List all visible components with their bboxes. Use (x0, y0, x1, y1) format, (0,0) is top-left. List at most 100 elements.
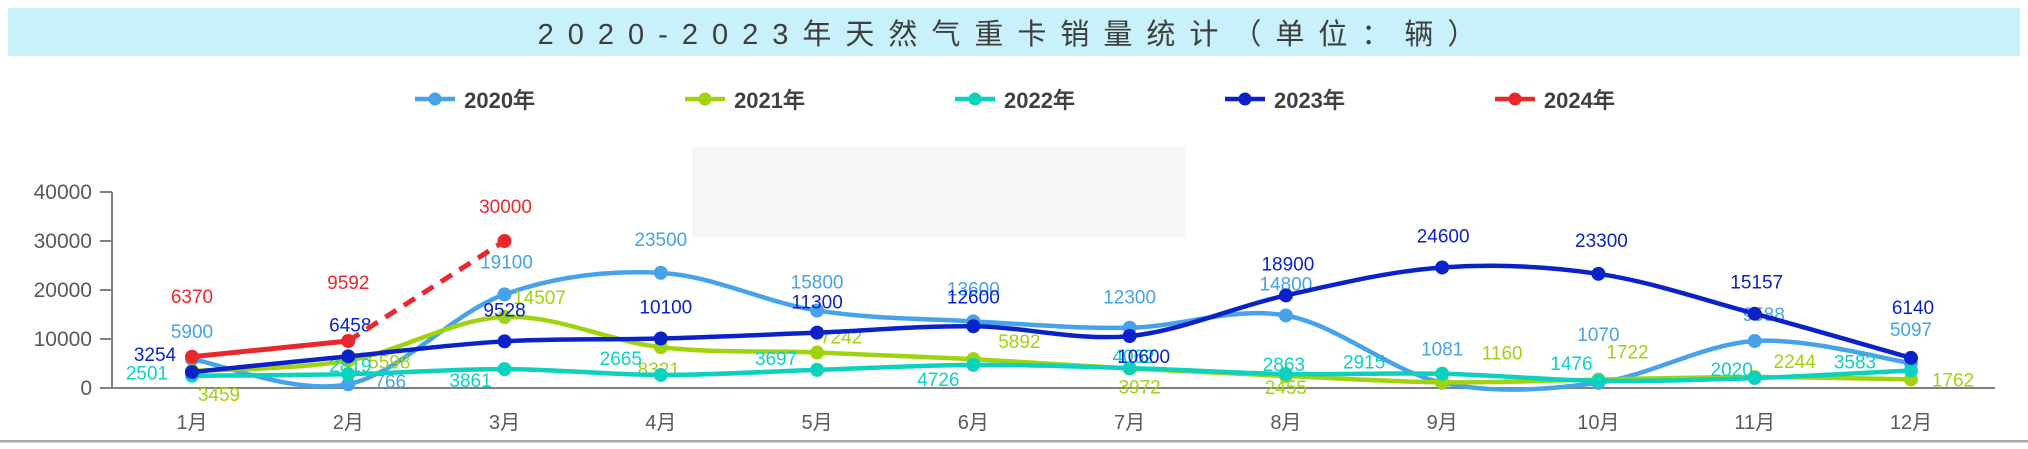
data-point-2020年-3月 (497, 287, 512, 302)
data-point-2020年-8月 (1278, 308, 1293, 323)
data-point-2023年-12月 (1903, 350, 1918, 365)
legend-item-2023年: 2023年 (1223, 83, 1345, 115)
x-axis-month-label: 4月 (645, 412, 676, 434)
legend-item-2024年: 2024年 (1493, 83, 1615, 115)
series-line-dashed-2024年 (346, 238, 506, 344)
series-line-2023年 (189, 263, 1914, 375)
data-label-2022年-7月: 4062 (1112, 347, 1154, 368)
data-point-2020年-4月 (653, 265, 668, 280)
chart-legend: 2020年 2021年 2022年 2023年 2024年 (0, 83, 2028, 115)
x-axis-month-label: 5月 (802, 412, 833, 434)
watermark-remnant (692, 147, 1185, 237)
data-label-2020年-9月: 1081 (1421, 340, 1463, 361)
data-point-2024年-2月 (341, 333, 356, 348)
data-label-2020年-7月: 12300 (1103, 288, 1156, 309)
data-label-2021年-9月: 1160 (1482, 343, 1523, 364)
legend-dot-icon (968, 92, 982, 106)
data-point-2022年-7月 (1122, 361, 1137, 376)
data-point-2023年-10月 (1591, 266, 1606, 281)
chart-title: 2020-2023年天然气重卡销量统计（单位：辆） (537, 19, 1491, 51)
data-label-2023年-5月: 11300 (791, 293, 842, 314)
series-line-2022年 (189, 362, 1914, 384)
data-point-2023年-2月 (341, 349, 356, 364)
data-point-2023年-3月 (497, 334, 512, 349)
data-label-2023年-8月: 18900 (1261, 254, 1314, 275)
y-axis-tick-label: 0 (80, 377, 92, 400)
x-axis-month-label: 12月 (1890, 412, 1932, 434)
data-point-2022年-5月 (810, 362, 825, 377)
x-axis-month-label: 10月 (1577, 412, 1619, 434)
data-label-2021年-1月: 3459 (198, 385, 240, 406)
x-axis-month-label: 2月 (333, 412, 364, 434)
data-label-2023年-1月: 3254 (134, 345, 177, 366)
data-label-2023年-10月: 23300 (1575, 231, 1628, 252)
data-label-2022年-1月: 2501 (126, 364, 168, 385)
legend-item-2020年: 2020年 (413, 83, 535, 115)
data-label-2021年-11月: 2244 (1774, 352, 1817, 373)
legend-item-2022年: 2022年 (953, 83, 1075, 115)
data-point-2024年-1月 (185, 349, 199, 364)
data-label-2020年-4月: 23500 (634, 230, 687, 251)
data-point-2023年-4月 (653, 331, 668, 346)
data-label-2021年-2月: 5598 (368, 353, 410, 374)
data-point-2022年-6月 (966, 357, 981, 372)
data-label-2022年-5月: 3697 (755, 349, 797, 370)
data-label-2021年-7月: 3972 (1118, 378, 1160, 399)
data-label-2024年-3月: 30000 (479, 197, 532, 218)
legend-label-2020年: 2020年 (464, 88, 536, 113)
x-axis-month-label: 11月 (1734, 412, 1775, 434)
x-axis-month-label: 1月 (176, 412, 207, 434)
data-point-2022年-11月 (1747, 371, 1762, 386)
x-axis-month-label: 8月 (1270, 412, 1301, 434)
data-label-2021年-10月: 1722 (1606, 343, 1648, 364)
legend-label-2023年: 2023年 (1273, 88, 1345, 113)
y-axis-tick-label: 30000 (34, 230, 92, 253)
data-label-2022年-3月: 3861 (449, 371, 491, 392)
data-point-2023年-6月 (966, 319, 981, 334)
y-axis-tick-label: 20000 (34, 279, 92, 302)
title-banner: 2020-2023年天然气重卡销量统计（单位：辆） (8, 8, 2020, 56)
legend-dot-icon (698, 92, 712, 106)
data-label-2023年-3月: 9528 (483, 300, 525, 321)
data-label-2022年-4月: 2665 (600, 349, 642, 370)
legend-marker-2020年 (415, 92, 456, 106)
data-label-2022年-2月: 2819 (329, 356, 371, 377)
data-point-2024年-3月 (497, 234, 512, 248)
data-point-2023年-1月 (185, 365, 199, 380)
x-axis-month-label: 9月 (1427, 412, 1458, 434)
x-axis-month-label: 7月 (1114, 412, 1145, 434)
data-label-2022年-10月: 1476 (1550, 354, 1592, 375)
data-point-2021年-5月 (810, 345, 825, 360)
legend-label-2021年: 2021年 (734, 88, 806, 113)
legend-marker-2023年 (1224, 92, 1265, 106)
data-label-2021年-3月: 14507 (513, 288, 566, 309)
series-line-solid-2024年 (191, 338, 349, 360)
data-label-2020年-2月: 766 (374, 372, 406, 393)
data-label-2023年-6月: 12600 (947, 287, 1000, 308)
y-axis-tick-label: 40000 (34, 181, 92, 204)
data-point-2023年-5月 (810, 325, 825, 340)
data-label-2022年-9月: 2915 (1343, 353, 1385, 374)
data-point-2020年-2月 (341, 377, 356, 392)
data-label-2020年-12月: 5097 (1890, 320, 1932, 341)
data-point-2022年-3月 (497, 362, 512, 377)
data-label-2020年-5月: 15800 (791, 273, 844, 294)
data-point-2020年-5月 (810, 303, 825, 318)
data-point-2022年-2月 (341, 367, 356, 382)
data-label-2020年-1月: 5900 (171, 322, 213, 343)
legend-item-2021年: 2021年 (683, 83, 805, 115)
legend-marker-2022年 (955, 92, 996, 106)
data-point-2022年-8月 (1278, 366, 1293, 381)
legend-marker-2024年 (1494, 92, 1535, 106)
data-label-2022年-8月: 2863 (1263, 355, 1305, 376)
data-label-2021年-6月: 5892 (998, 332, 1040, 353)
data-label-2021年-12月: 1762 (1932, 370, 1974, 391)
data-label-2023年-4月: 10100 (639, 298, 692, 319)
data-label-2023年-12月: 6140 (1892, 298, 1934, 319)
data-label-2023年-7月: 10600 (1117, 347, 1170, 368)
data-label-2023年-11月: 15157 (1730, 273, 1783, 294)
legend-dot-icon (1508, 92, 1522, 106)
x-axis-month-label: 3月 (489, 412, 520, 434)
legend-dot-icon (428, 92, 442, 106)
